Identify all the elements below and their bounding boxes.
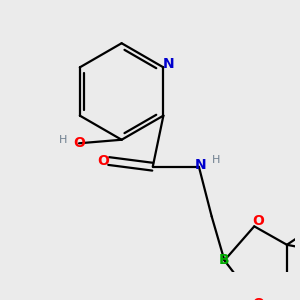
Text: H: H xyxy=(59,135,68,145)
Text: O: O xyxy=(97,154,109,168)
Text: O: O xyxy=(73,136,85,150)
Text: O: O xyxy=(252,297,264,300)
Text: B: B xyxy=(219,254,230,267)
Text: O: O xyxy=(252,214,264,228)
Text: N: N xyxy=(163,57,174,71)
Text: H: H xyxy=(212,155,220,165)
Text: N: N xyxy=(194,158,206,172)
